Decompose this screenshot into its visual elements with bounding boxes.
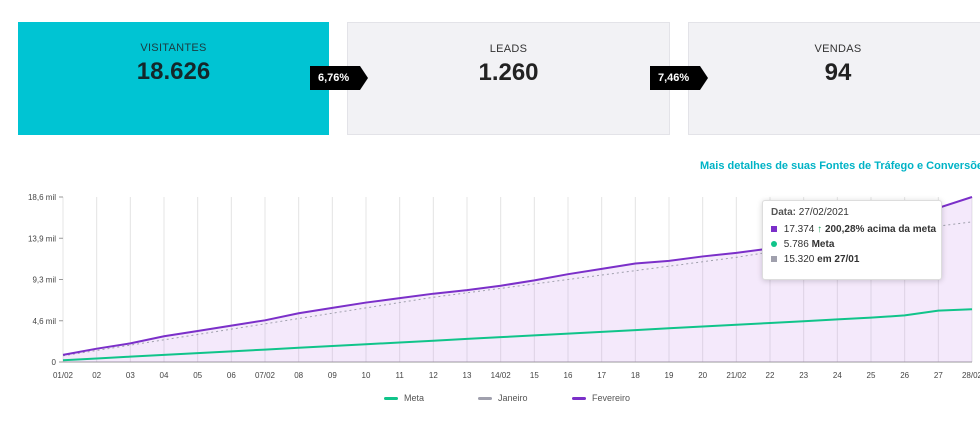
x-tick-label: 13 xyxy=(463,371,472,380)
y-tick-label: 4,6 mil xyxy=(32,317,56,326)
x-tick-label: 23 xyxy=(799,371,808,380)
janeiro-swatch-icon xyxy=(478,397,492,401)
arrow-up-icon: ↑ xyxy=(817,224,823,235)
x-tick-label: 20 xyxy=(698,371,707,380)
conversion-rate-visitors-leads: 6,76% xyxy=(310,66,368,90)
legend-label: Fevereiro xyxy=(592,393,631,403)
janeiro-square-icon xyxy=(771,256,777,263)
x-tick-label: 12 xyxy=(429,371,438,380)
x-tick-label: 10 xyxy=(362,371,371,380)
sales-value: 94 xyxy=(824,59,852,86)
x-tick-label: 17 xyxy=(597,371,606,380)
visitors-value: 18.626 xyxy=(136,58,211,85)
legend-item-fevereiro[interactable]: Fevereiro xyxy=(572,393,630,403)
x-tick-label: 05 xyxy=(193,371,202,380)
x-tick-label: 11 xyxy=(396,371,405,380)
x-tick-label: 01/02 xyxy=(53,371,74,380)
y-tick-label: 13,9 mil xyxy=(28,234,56,243)
tooltip-goal-value: 5.786 xyxy=(783,239,809,250)
x-tick-label: 07/02 xyxy=(255,371,276,380)
x-tick-label: 02 xyxy=(92,371,101,380)
sales-card[interactable]: VENDAS 94 xyxy=(688,22,980,135)
x-tick-label: 19 xyxy=(665,371,674,380)
x-tick-label: 09 xyxy=(328,371,337,380)
x-tick-label: 03 xyxy=(126,371,135,380)
leads-value: 1.260 xyxy=(478,59,539,86)
x-tick-label: 08 xyxy=(294,371,303,380)
x-tick-label: 27 xyxy=(934,371,943,380)
traffic-details-link[interactable]: Mais detalhes de suas Fontes de Tráfego … xyxy=(700,160,980,172)
y-tick-label: 9,3 mil xyxy=(32,276,56,285)
conversion-rate-leads-sales: 7,46% xyxy=(650,66,708,90)
legend-item-janeiro[interactable]: Janeiro xyxy=(478,393,528,403)
fevereiro-swatch-icon xyxy=(572,397,586,401)
x-tick-label: 24 xyxy=(833,371,842,380)
tooltip-date-value: 27/02/2021 xyxy=(798,207,849,218)
leads-card[interactable]: LEADS 1.260 xyxy=(347,22,670,135)
chart-legend: Meta Janeiro Fevereiro xyxy=(0,393,980,405)
x-tick-label: 18 xyxy=(631,371,640,380)
x-tick-label: 06 xyxy=(227,371,236,380)
y-tick-label: 0 xyxy=(52,358,57,367)
tooltip-above-goal: 200,28% acima da meta xyxy=(824,224,937,235)
visitors-label: VISITANTES xyxy=(140,42,207,54)
fevereiro-area xyxy=(63,197,972,362)
tooltip-previous-value: 15.320 xyxy=(783,254,815,265)
chart-tooltip: Data: 27/02/2021 17.374 ↑ 200,28% acima … xyxy=(762,200,942,280)
y-tick-label: 18,6 mil xyxy=(28,193,56,202)
x-tick-label: 22 xyxy=(766,371,775,380)
x-tick-label: 04 xyxy=(160,371,169,380)
sales-label: VENDAS xyxy=(814,43,862,55)
meta-series-line xyxy=(62,308,973,362)
legend-label: Meta xyxy=(404,393,425,403)
x-tick-label: 21/02 xyxy=(726,371,747,380)
x-tick-label: 15 xyxy=(530,371,539,380)
tooltip-previous-label: em 27/01 xyxy=(817,254,860,265)
meta-swatch-icon xyxy=(384,397,398,401)
x-tick-label: 16 xyxy=(564,371,573,380)
x-tick-label: 28/02 xyxy=(962,371,980,380)
legend-label: Janeiro xyxy=(498,393,528,403)
tooltip-current-value: 17.374 xyxy=(783,224,815,235)
visitors-card[interactable]: VISITANTES 18.626 xyxy=(18,22,329,135)
tooltip-goal-label: Meta xyxy=(811,239,835,250)
leads-label: LEADS xyxy=(489,43,528,55)
x-tick-label: 14/02 xyxy=(491,371,512,380)
tooltip-date-label: Data: xyxy=(771,207,797,218)
legend-item-meta[interactable]: Meta xyxy=(384,393,424,403)
fevereiro-square-icon xyxy=(771,226,777,233)
meta-dot-icon xyxy=(771,241,777,248)
x-tick-label: 26 xyxy=(900,371,909,380)
x-tick-label: 25 xyxy=(867,371,876,380)
